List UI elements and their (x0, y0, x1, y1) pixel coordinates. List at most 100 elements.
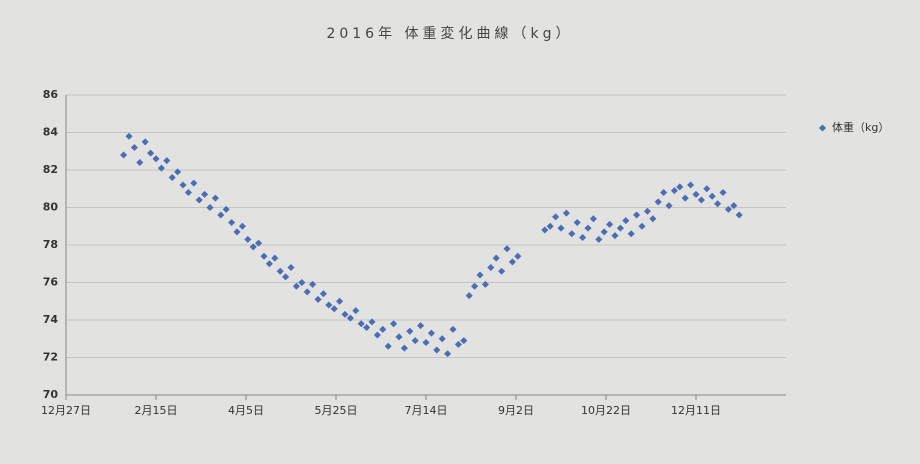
point (336, 297, 344, 305)
point (492, 254, 500, 262)
point (573, 218, 581, 227)
point (325, 301, 333, 309)
point (703, 185, 711, 193)
point (400, 344, 408, 352)
point (195, 196, 203, 204)
point (233, 228, 241, 236)
point (427, 329, 435, 337)
point (309, 280, 317, 288)
point (157, 164, 165, 172)
point (622, 217, 630, 225)
point (627, 230, 635, 238)
point (282, 273, 290, 281)
point (244, 235, 252, 243)
point (330, 305, 338, 313)
point (719, 188, 727, 197)
point (390, 320, 398, 328)
point (616, 224, 624, 232)
point (633, 211, 641, 219)
legend-label: 体重（kg） (832, 120, 889, 134)
point (276, 267, 284, 275)
point (589, 215, 597, 223)
point (595, 235, 603, 243)
point (303, 288, 311, 296)
point (255, 239, 263, 247)
y-tick-label: 78 (43, 238, 58, 251)
x-tick-label: 12月27日 (41, 404, 91, 417)
chart-title: 2016年 体重変化曲線（kg） (326, 25, 573, 42)
point (708, 192, 716, 200)
point (147, 149, 155, 157)
point (444, 350, 452, 358)
x-tick-label: 7月14日 (405, 404, 448, 417)
point (217, 211, 225, 219)
point (481, 280, 489, 288)
y-tick-label: 82 (43, 163, 58, 176)
x-tick-label: 5月25日 (315, 404, 358, 417)
x-tick-label: 9月2日 (498, 404, 534, 417)
point (298, 278, 306, 287)
point (579, 233, 587, 242)
point (379, 325, 387, 333)
point (541, 226, 549, 234)
point (168, 173, 176, 182)
point (670, 187, 678, 195)
point (260, 252, 268, 260)
point (643, 207, 651, 215)
point (174, 168, 182, 176)
point (422, 338, 430, 347)
point (373, 331, 381, 339)
point (638, 222, 646, 230)
point (676, 183, 684, 191)
point (271, 254, 279, 262)
point (179, 181, 187, 189)
x-tick-label: 12月11日 (671, 404, 721, 417)
x-tick-label: 10月22日 (581, 404, 631, 417)
point (454, 340, 462, 348)
point (136, 158, 144, 167)
point (287, 263, 295, 272)
point (724, 205, 732, 213)
point (206, 203, 214, 212)
point (125, 132, 133, 140)
point (190, 179, 198, 187)
point (568, 230, 576, 238)
point (546, 222, 554, 230)
y-tick-label: 80 (43, 201, 59, 214)
point (465, 292, 473, 300)
point (433, 346, 441, 354)
x-tick-label: 2月15日 (135, 404, 178, 417)
point (471, 282, 479, 290)
y-tick-label: 84 (43, 126, 59, 139)
point (120, 151, 128, 159)
y-tick-label: 72 (43, 351, 58, 364)
point (292, 282, 300, 290)
y-tick-label: 74 (43, 313, 59, 326)
point (163, 157, 171, 165)
point (557, 224, 565, 232)
point (606, 220, 614, 228)
point (384, 342, 392, 350)
point (346, 314, 354, 322)
y-tick-label: 70 (43, 388, 59, 401)
point (363, 323, 371, 332)
point (697, 196, 705, 204)
point (476, 271, 484, 279)
point (395, 333, 403, 341)
point (222, 205, 230, 213)
point (460, 337, 468, 345)
point (681, 194, 689, 202)
point (498, 267, 506, 275)
point (265, 260, 273, 268)
point (201, 190, 209, 198)
point (654, 198, 662, 206)
point (714, 200, 722, 208)
point (584, 224, 592, 232)
point (649, 215, 657, 223)
point (730, 202, 738, 210)
legend-marker (818, 124, 827, 132)
point (514, 252, 522, 260)
point (352, 307, 360, 315)
point (687, 181, 695, 189)
